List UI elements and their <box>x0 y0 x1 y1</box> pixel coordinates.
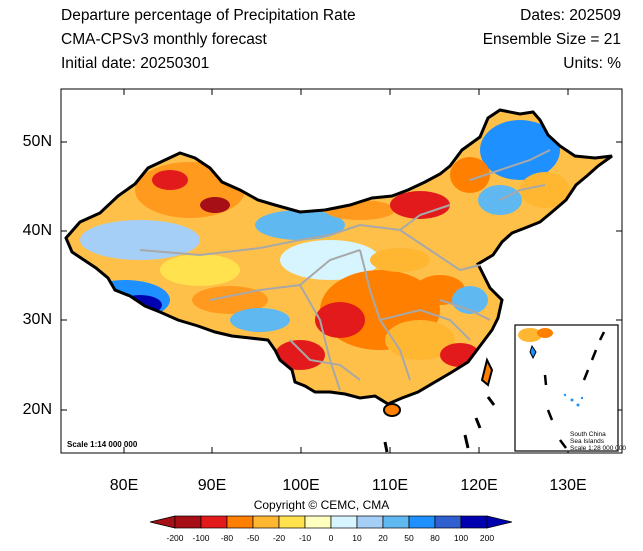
main-scale-label: Scale 1:14 000 000 <box>67 440 138 449</box>
inset-label-line2: Sea Islands <box>570 438 604 445</box>
colorbar-tick-label: -20 <box>272 533 286 543</box>
colorbar-segment <box>434 515 462 529</box>
colorbar-segment <box>226 515 254 529</box>
colorbar-tick-label: -10 <box>298 533 312 543</box>
colorbar-tick-label: 200 <box>479 533 495 543</box>
ensemble-size: Ensemble Size = 21 <box>482 31 621 48</box>
colorbar-tick-label: 80 <box>430 533 440 543</box>
lat-tick-40n: 40N <box>22 222 52 239</box>
colorbar-segment <box>278 515 306 529</box>
colorbar-tick-label: 10 <box>352 533 362 543</box>
colorbar-tick-label: 0 <box>328 533 334 543</box>
colorbar-segment <box>174 515 202 529</box>
model-name: CMA-CPSv3 monthly forecast <box>61 31 267 48</box>
chart-title: Departure percentage of Precipitation Ra… <box>61 7 356 24</box>
inset-scale-label: Scale 1:28 000 000 <box>570 445 627 452</box>
colorbar-tick-label: 50 <box>404 533 414 543</box>
inset-label-line1: South China <box>570 431 606 438</box>
lon-tick-130e: 130E <box>549 477 587 494</box>
lon-tick-90e: 90E <box>197 477 227 494</box>
lon-tick-110e: 110E <box>371 477 409 494</box>
lat-tick-50n: 50N <box>22 133 52 150</box>
colorbar-tick-label: 20 <box>378 533 388 543</box>
colorbar-segment <box>356 515 384 529</box>
colorbar-segment <box>382 515 410 529</box>
units-label: Units: % <box>563 55 621 72</box>
colorbar-tick-label: -100 <box>192 533 210 543</box>
lon-tick-100e: 100E <box>282 477 320 494</box>
lon-tick-120e: 120E <box>460 477 498 494</box>
lon-tick-80e: 80E <box>109 477 139 494</box>
lat-tick-30n: 30N <box>22 311 52 328</box>
colorbar-segment <box>330 515 358 529</box>
colorbar-tick-label: -80 <box>220 533 234 543</box>
colorbar-segment <box>200 515 228 529</box>
colorbar-segment <box>304 515 332 529</box>
colorbar-tick-label: -50 <box>246 533 260 543</box>
colorbar-tick-label: -200 <box>166 533 184 543</box>
south-china-sea-inset <box>514 324 619 452</box>
colorbar-segment <box>252 515 280 529</box>
lat-tick-20n: 20N <box>22 401 52 418</box>
forecast-dates: Dates: 202509 <box>520 7 621 24</box>
colorbar-segment <box>460 515 488 529</box>
colorbar-segment <box>408 515 436 529</box>
copyright-text: Copyright © CEMC, CMA <box>253 498 390 512</box>
colorbar-tick-label: 100 <box>453 533 469 543</box>
initial-date: Initial date: 20250301 <box>61 55 210 72</box>
